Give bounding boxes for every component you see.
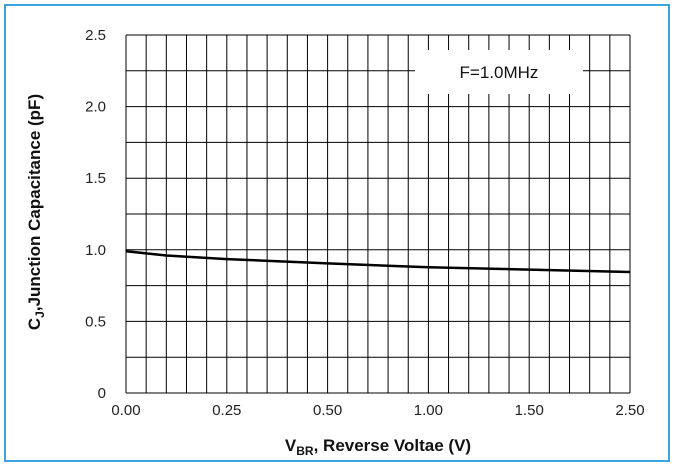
x-tick-labels: 0.00 0.25 0.50 1.00 1.50 2.50: [111, 402, 644, 419]
y-tick-label: 2.0: [85, 99, 106, 116]
y-tick-label: 1.5: [85, 170, 106, 187]
x-tick-label: 1.50: [515, 402, 544, 419]
y-tick-labels: 0 0.5 1.0 1.5 2.0 2.5: [85, 27, 106, 402]
y-tick-label: 2.5: [85, 27, 106, 44]
grid: [125, 34, 631, 394]
y-tick-label: 0: [98, 385, 106, 402]
y-axis-title-main: C: [25, 318, 44, 330]
y-tick-label: 1.0: [85, 242, 106, 259]
x-tick-label: 0.25: [212, 402, 241, 419]
x-tick-label: 1.00: [414, 402, 443, 419]
x-tick-label: 2.50: [615, 402, 644, 419]
y-tick-label: 0.5: [85, 313, 106, 330]
x-tick-label: 0.50: [313, 402, 342, 419]
series-line: [125, 249, 631, 274]
annotation-box: [415, 50, 583, 94]
x-axis-title-sub: BR: [296, 444, 314, 458]
y-axis-title-sub: J: [33, 311, 47, 318]
x-tick-label: 0.00: [111, 402, 140, 419]
x-axis-title: VBR, Reverse Voltae (V): [285, 436, 471, 458]
x-axis-title-main: V: [285, 436, 297, 455]
y-axis-title: CJ,Junction Capacitance (pF): [25, 94, 47, 330]
x-axis-title-rest: , Reverse Voltae (V): [314, 436, 471, 455]
y-axis-title-rest: ,Junction Capacitance (pF): [25, 94, 44, 311]
annotation-label: F=1.0MHz: [460, 63, 539, 82]
